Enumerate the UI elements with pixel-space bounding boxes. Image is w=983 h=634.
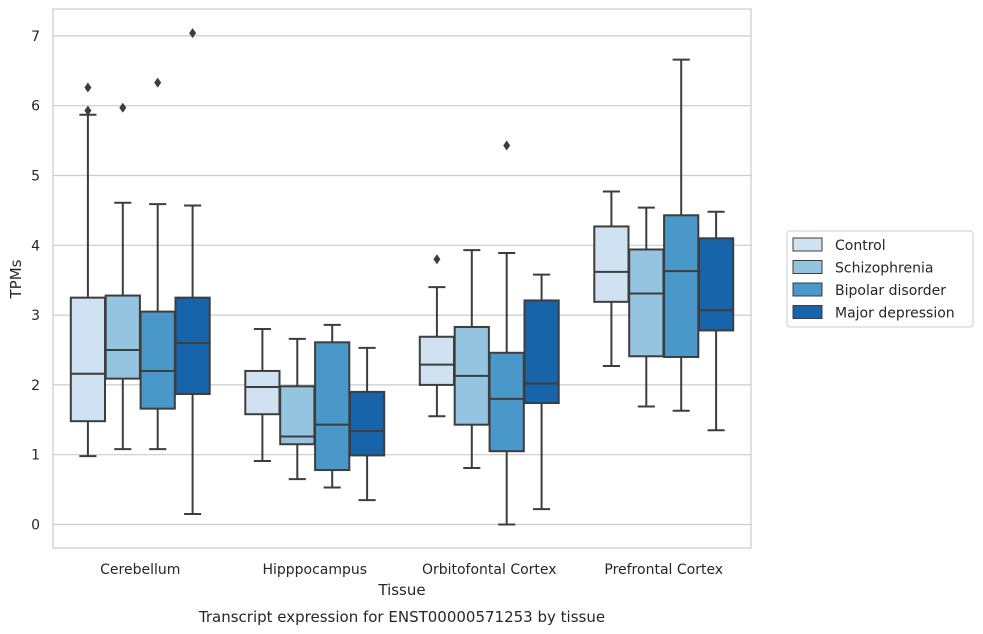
x-tick-label-2: Orbitofontal Cortex [422,562,557,578]
box-3-2 [523,273,560,511]
box-3-0 [174,28,211,516]
box-body [348,390,386,457]
box-0-1 [244,328,281,462]
box-1-2 [453,249,490,469]
chart-caption: Transcript expression for ENST0000057125… [198,608,605,626]
plot-frame [52,8,752,549]
legend-swatch-3 [792,305,823,319]
outlier-marker [503,140,511,151]
y-tick-label-7: 7 [31,29,40,45]
box-body [69,296,107,423]
x-tick-label-0: Cerebellum [100,562,180,578]
box-body [628,248,665,358]
box-1-0 [104,102,141,451]
y-axis-label: TPMs [7,259,25,299]
y-tick-label-4: 4 [31,238,40,254]
box-0-2 [418,254,456,418]
outlier-marker [433,254,441,265]
box-body [314,341,351,472]
outlier-marker [119,102,127,113]
box-body [523,299,560,405]
box-2-1 [314,323,351,489]
x-tick-label-1: Hipppocampus [262,562,367,578]
x-tick-labels: Cerebellum Hipppocampus Orbitofontal Corte… [100,562,723,578]
box-body [663,214,700,358]
box-body [418,335,456,386]
y-tick-labels: 0 1 2 3 4 5 6 7 [31,29,40,534]
y-tick-label-2: 2 [31,378,40,394]
x-axis-label: Tissue [377,581,425,599]
legend-label-0: Control [835,238,886,254]
legend-label-1: Schizophrenia [835,261,933,277]
box-2-2 [488,140,525,526]
box-1-1 [279,337,316,481]
y-tick-label-5: 5 [31,169,40,185]
box-body [488,351,525,453]
box-2-0 [139,77,176,451]
box-body [139,310,176,410]
box-series-group [69,28,735,526]
y-tick-label-6: 6 [31,99,40,115]
box-body [593,225,630,303]
outlier-marker [84,105,92,116]
box-body [244,369,281,416]
outlier-marker [84,82,92,93]
box-3-1 [348,346,386,502]
box-body [104,294,141,380]
legend-swatch-0 [792,237,823,252]
legend-label-2: Bipolar disorder [835,283,946,299]
y-tick-label-3: 3 [31,308,40,324]
legend-swatch-1 [792,260,823,274]
x-tick-label-3: Prefrontal Cortex [604,562,723,578]
box-0-3 [593,190,630,368]
box-body [279,385,316,446]
box-body [174,296,211,395]
y-tick-label-0: 0 [31,518,40,534]
box-0-0 [69,82,107,458]
box-3-3 [697,210,735,432]
legend-swatch-2 [792,282,823,297]
box-2-3 [663,58,700,412]
outlier-marker [189,28,197,39]
legend-label-3: Major depression [835,306,955,322]
outlier-marker [154,77,162,88]
y-tick-label-1: 1 [31,448,40,464]
legend: Control Schizophrenia Bipolar disorder Majo… [786,230,974,328]
legend-frame [786,230,974,328]
box-body [697,237,735,332]
